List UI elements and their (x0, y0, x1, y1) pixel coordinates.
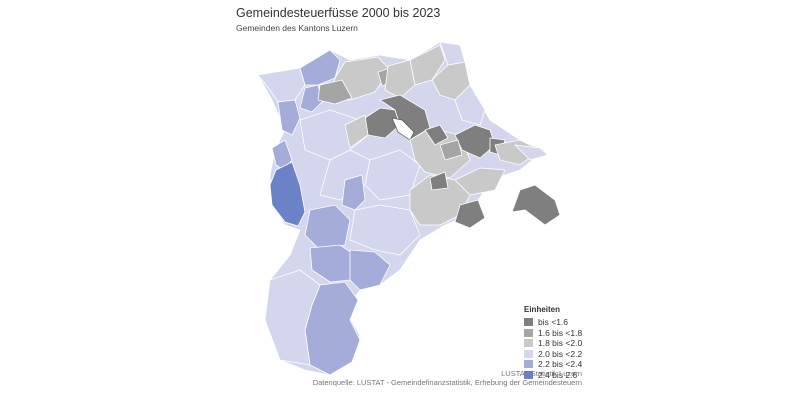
map-title: Gemeindesteuerfüsse 2000 bis 2023 (236, 6, 441, 20)
credit-text: LUSTAT Statistik Luzern (501, 369, 582, 378)
municipality (511, 184, 561, 226)
municipality (349, 204, 421, 256)
legend-swatch (524, 318, 533, 327)
municipality (514, 144, 549, 161)
municipality (269, 161, 306, 227)
municipality (349, 249, 391, 291)
legend-label: 1.8 bis <2.0 (538, 338, 583, 349)
canton-map (257, 41, 561, 376)
legend-item: 2.0 bis <2.2 (524, 349, 582, 360)
municipality (317, 79, 353, 105)
municipality (299, 84, 323, 113)
legend-item: bis <1.6 (524, 317, 582, 328)
map-subtitle: Gemeinden des Kantons Luzern (236, 23, 358, 33)
municipality (454, 199, 486, 229)
municipality (344, 114, 369, 149)
legend-label: bis <1.6 (538, 317, 569, 328)
municipality (424, 124, 449, 146)
municipality (439, 139, 463, 161)
municipality (454, 84, 486, 126)
municipality (277, 99, 301, 136)
municipality (384, 59, 416, 99)
municipality (409, 44, 446, 86)
legend-label: 2.2 bis <2.4 (538, 359, 583, 370)
legend-item: 2.4 bis 2.6 (524, 370, 582, 381)
legend-item: 1.6 bis <1.8 (524, 328, 582, 339)
legend-swatch (524, 370, 533, 379)
legend-swatch (524, 328, 533, 337)
legend-swatch (524, 349, 533, 358)
legend: Einheiten bis <1.6 1.6 bis <1.8 1.8 bis … (524, 305, 582, 380)
source-text: Datenquelle: LUSTAT - Gemeindefinanzstat… (312, 378, 582, 387)
legend-title: Einheiten (524, 305, 561, 314)
municipality (454, 167, 506, 196)
legend-item: 2.2 bis <2.4 (524, 359, 582, 370)
legend-label: 1.6 bis <1.8 (538, 327, 583, 338)
municipality (304, 204, 351, 251)
municipality (341, 174, 366, 211)
legend-item: 1.8 bis <2.0 (524, 338, 582, 349)
municipality (429, 171, 449, 191)
municipality (264, 269, 321, 366)
legend-label: 2.4 bis 2.6 (538, 369, 578, 380)
legend-swatch (524, 360, 533, 369)
legend-label: 2.0 bis <2.2 (538, 348, 583, 359)
lake (391, 117, 415, 141)
legend-swatch (524, 339, 533, 348)
